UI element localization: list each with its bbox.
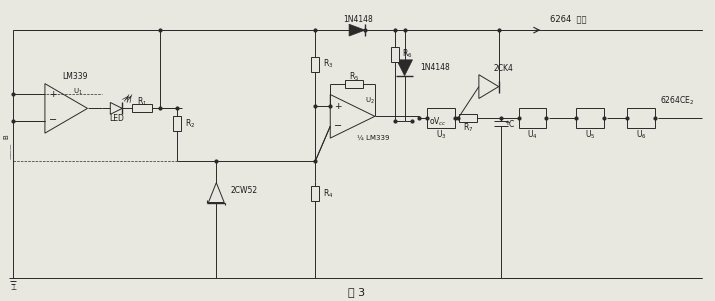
Text: U$_6$: U$_6$ [636, 129, 647, 141]
Bar [459, 114, 477, 122]
Polygon shape [349, 24, 365, 36]
Text: U$_4$: U$_4$ [527, 129, 538, 141]
Bar [345, 80, 363, 88]
Text: 图 3: 图 3 [348, 287, 365, 297]
Text: R$_3$: R$_3$ [323, 57, 334, 70]
Text: LED: LED [109, 114, 124, 123]
Text: 1N4148: 1N4148 [343, 15, 373, 24]
Text: ¼ LM339: ¼ LM339 [357, 135, 389, 141]
Text: +: + [505, 120, 511, 126]
Text: U$_3$: U$_3$ [436, 129, 447, 141]
Text: C: C [508, 120, 514, 129]
Text: LM339: LM339 [62, 72, 87, 81]
Text: R$_7$: R$_7$ [463, 122, 473, 135]
Text: 1N4148: 1N4148 [420, 63, 450, 72]
Text: −: − [49, 115, 57, 125]
Text: U$_5$: U$_5$ [585, 129, 595, 141]
Text: R$_1$: R$_1$ [137, 95, 147, 108]
Text: U$_2$: U$_2$ [365, 95, 375, 106]
Text: −: − [334, 121, 342, 131]
Text: +: + [335, 102, 342, 111]
Bar [312, 57, 320, 72]
Bar [428, 108, 455, 128]
Bar [132, 104, 152, 112]
Text: B: B [4, 134, 9, 138]
Bar [628, 108, 655, 128]
Text: R$_5$: R$_5$ [349, 70, 359, 83]
Text: R$_4$: R$_4$ [323, 187, 334, 200]
Bar [518, 108, 546, 128]
Text: 6264CE$_2$: 6264CE$_2$ [660, 94, 694, 107]
Text: 2CK4: 2CK4 [494, 64, 513, 73]
Text: 6264  电源: 6264 电源 [550, 15, 586, 24]
Text: U$_1$: U$_1$ [73, 86, 82, 97]
Bar [390, 47, 399, 62]
Text: +: + [49, 90, 56, 99]
Bar [576, 108, 603, 128]
Bar [312, 186, 320, 200]
Text: ⊥: ⊥ [10, 285, 16, 291]
Text: R$_6$: R$_6$ [402, 48, 412, 60]
Text: 2CW52: 2CW52 [230, 186, 257, 195]
Text: R$_2$: R$_2$ [184, 117, 195, 129]
Polygon shape [397, 60, 413, 76]
Text: ———: ——— [9, 143, 14, 159]
Bar [173, 116, 181, 131]
Text: oV$_{cc}$: oV$_{cc}$ [429, 115, 447, 128]
